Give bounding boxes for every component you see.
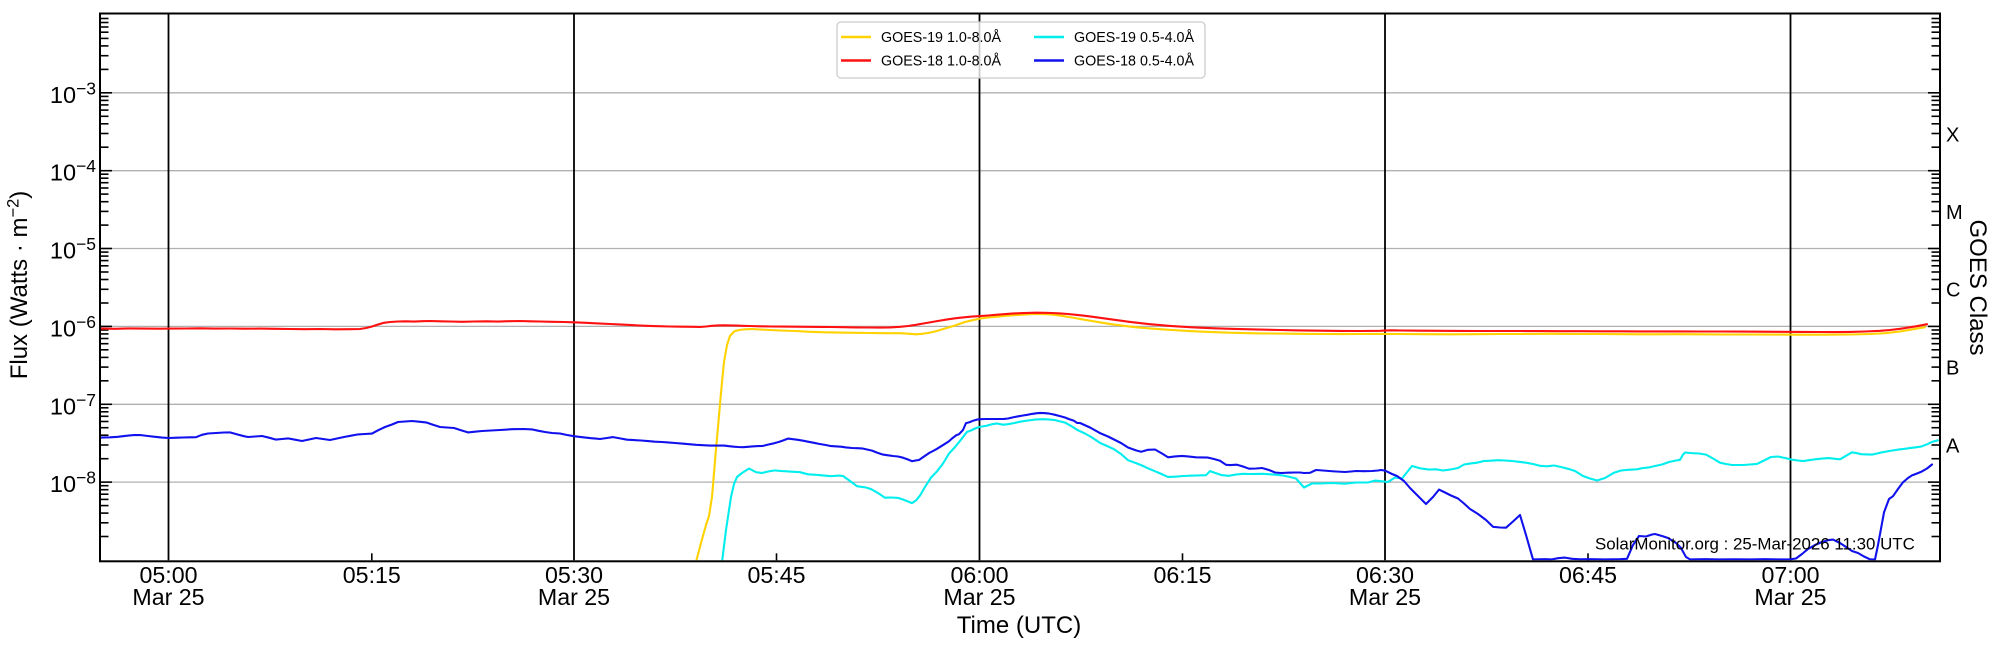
- svg-text:10−7: 10−7: [50, 390, 96, 420]
- svg-text:Mar 25: Mar 25: [943, 584, 1015, 610]
- svg-text:05:15: 05:15: [343, 562, 401, 588]
- svg-text:Mar 25: Mar 25: [132, 584, 204, 610]
- svg-text:SolarMonitor.org : 25-Mar-2026: SolarMonitor.org : 25-Mar-2026 11:30 UTC: [1595, 535, 1915, 554]
- svg-text:GOES-18 1.0-8.0Å: GOES-18 1.0-8.0Å: [881, 53, 1001, 70]
- svg-text:C: C: [1946, 280, 1960, 302]
- svg-text:10−8: 10−8: [50, 468, 96, 498]
- svg-text:GOES-19 0.5-4.0Å: GOES-19 0.5-4.0Å: [1074, 29, 1194, 46]
- svg-text:07:00: 07:00: [1761, 562, 1819, 588]
- svg-text:06:30: 06:30: [1356, 562, 1414, 588]
- svg-text:Mar 25: Mar 25: [1349, 584, 1421, 610]
- svg-text:06:15: 06:15: [1153, 562, 1211, 588]
- svg-text:GOES-18 0.5-4.0Å: GOES-18 0.5-4.0Å: [1074, 53, 1194, 70]
- svg-text:B: B: [1946, 358, 1959, 380]
- svg-text:10−4: 10−4: [50, 156, 96, 186]
- svg-text:10−3: 10−3: [50, 78, 96, 108]
- svg-text:10−6: 10−6: [50, 312, 96, 342]
- svg-text:M: M: [1946, 202, 1963, 224]
- svg-text:GOES Class: GOES Class: [1964, 219, 1991, 355]
- svg-text:06:45: 06:45: [1559, 562, 1617, 588]
- svg-text:06:00: 06:00: [950, 562, 1008, 588]
- svg-text:Mar 25: Mar 25: [538, 584, 610, 610]
- svg-text:Mar 25: Mar 25: [1754, 584, 1826, 610]
- svg-text:X: X: [1946, 125, 1959, 147]
- svg-text:05:30: 05:30: [545, 562, 603, 588]
- svg-text:05:45: 05:45: [747, 562, 805, 588]
- svg-text:GOES-19 1.0-8.0Å: GOES-19 1.0-8.0Å: [881, 29, 1001, 46]
- svg-text:05:00: 05:00: [139, 562, 197, 588]
- svg-text:10−5: 10−5: [50, 234, 96, 264]
- svg-text:Flux (Watts · m−2): Flux (Watts · m−2): [5, 191, 34, 380]
- svg-text:A: A: [1946, 436, 1960, 458]
- svg-text:Time (UTC): Time (UTC): [957, 612, 1081, 639]
